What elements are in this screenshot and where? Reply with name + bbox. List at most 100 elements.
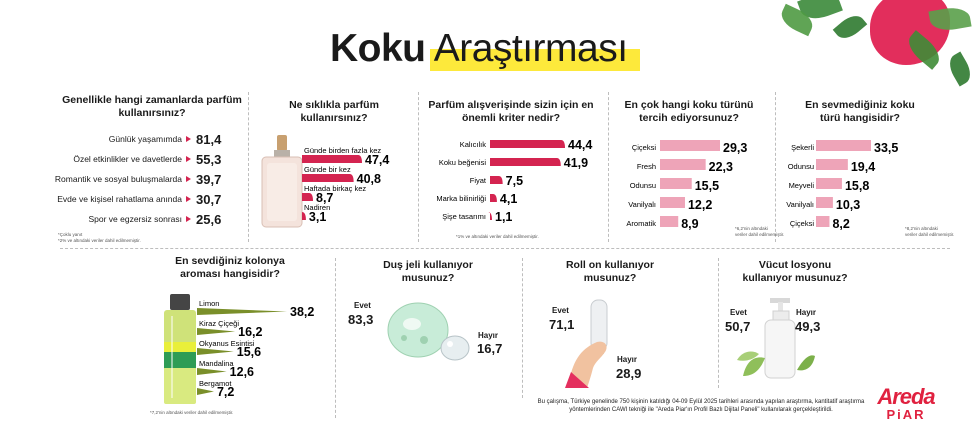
- item-label: Evde ve kişisel rahatlama anında: [57, 194, 182, 204]
- title-rest: Araştırması: [433, 27, 628, 70]
- bar-group: Çiçeksi 29,3: [632, 140, 747, 155]
- bar-label: Fiyat: [470, 176, 487, 185]
- bar-group: Odunsu 19,4: [788, 159, 875, 174]
- panel-question: Genellikle hangi zamanlarda parfüm kulla…: [62, 94, 242, 119]
- no-label: Hayır: [478, 331, 499, 340]
- bar-value: 7,5: [506, 174, 523, 188]
- list-item: Özel etkinlikler ve davetlerde 55,3: [62, 152, 222, 167]
- bar-label: Aromatik: [626, 219, 656, 228]
- bar-value: 41,9: [564, 156, 588, 170]
- perfume-bottle-icon: [261, 135, 303, 228]
- footnote: *8,2'nin altındaki veriler dahil edilmem…: [905, 226, 955, 237]
- bar: [197, 388, 214, 395]
- triangle-icon: [186, 176, 191, 182]
- bar-value: 15,6: [237, 345, 261, 359]
- panel-question: Vücut losyonu kullanıyor musunuz?: [742, 259, 848, 284]
- bar: [660, 140, 720, 151]
- bar-value: 1,1: [495, 210, 512, 224]
- list-item: Günlük yaşamımda 81,4: [62, 132, 222, 147]
- bar-label: Odunsu: [788, 162, 814, 171]
- bar: [816, 140, 871, 151]
- bar-label: Koku beğenisi: [439, 158, 486, 167]
- bar: [816, 197, 833, 208]
- bar-value: 16,2: [238, 325, 262, 339]
- bar-label: Vanilyalı: [628, 200, 656, 209]
- bar: [197, 368, 227, 375]
- bar: [660, 159, 706, 170]
- bar-group: Günde bir kez 40,8: [302, 165, 381, 186]
- bar-value: 33,5: [874, 141, 898, 155]
- yes-label: Evet: [730, 308, 747, 317]
- yes-label: Evet: [552, 306, 569, 315]
- bar-label: Okyanus Esintisi: [199, 339, 255, 348]
- bar-value: 15,5: [695, 179, 719, 193]
- cologne-bottle-icon: [164, 294, 196, 404]
- bar-group: Kalıcılık 44,4: [460, 138, 593, 152]
- bar-value: 22,3: [709, 160, 733, 174]
- bar-label: Mandalina: [199, 359, 234, 368]
- bar: [660, 197, 685, 208]
- bar-value: 44,4: [568, 138, 592, 152]
- triangle-icon: [186, 136, 191, 142]
- methodology-note: Bu çalışma, Türkiye genelinde 750 kişini…: [537, 399, 865, 413]
- divider: [522, 258, 523, 398]
- bar: [490, 194, 497, 202]
- gel-drop-icon: [387, 302, 470, 361]
- chart-preferred-scent: Çiçeksi 29,3 Fresh 22,3 Odunsu 15,5 Vanilyalı 1…: [626, 140, 747, 231]
- bar: [490, 158, 561, 166]
- logo-line2: PiAR: [886, 407, 926, 422]
- bar: [660, 216, 679, 227]
- bar-label: Günde birden fazla kez: [304, 146, 381, 155]
- bar: [301, 212, 306, 220]
- triangle-icon: [186, 196, 191, 202]
- title-highlight: [430, 49, 640, 71]
- bar-group: Limon 38,2: [197, 299, 314, 319]
- bar: [197, 308, 287, 315]
- bar-value: 29,3: [723, 141, 747, 155]
- bar-label: Vanilyalı: [786, 200, 814, 209]
- panel-question: Duş jeli kullanıyor musunuz?: [383, 259, 473, 284]
- bar-value: 40,8: [357, 172, 381, 186]
- bar: [302, 174, 354, 182]
- title-bold: Koku: [330, 27, 426, 70]
- bar-label: Marka bilinirliği: [436, 194, 486, 203]
- bar-label: Fresh: [637, 162, 656, 171]
- no-value: 28,9: [616, 366, 642, 381]
- item-value: 30,7: [196, 192, 222, 207]
- yes-value: 50,7: [725, 319, 751, 334]
- bar-label: Çiçeksi: [790, 219, 815, 228]
- bar-group: Odunsu 15,5: [630, 178, 719, 193]
- panel-question: Parfüm alışverişinde sizin için en öneml…: [428, 99, 594, 124]
- chart-criteria: Kalıcılık 44,4 Koku beğenisi 41,9 Fiyat 7,5 Ma…: [436, 138, 593, 224]
- bar-group: Vanilyalı 10,3: [786, 197, 860, 212]
- bar: [816, 178, 842, 189]
- item-value: 81,4: [196, 132, 222, 147]
- panel-question: Roll on kullanıyor musunuz?: [565, 259, 655, 284]
- bar-group: Meyveli 15,8: [789, 178, 869, 193]
- bar-value: 47,4: [365, 153, 389, 167]
- bar-group: Şekerli 33,5: [791, 140, 898, 155]
- bar-label: Şekerli: [791, 143, 814, 152]
- bar-group: Aromatik 8,9: [626, 216, 699, 231]
- bar: [816, 159, 848, 170]
- bar-label: Kiraz Çiçeği: [199, 319, 239, 328]
- bar-label: Günde bir kez: [304, 165, 351, 174]
- bar: [490, 140, 565, 148]
- item-value: 55,3: [196, 152, 222, 167]
- bar-value: 10,3: [836, 198, 860, 212]
- bar-label: Kalıcılık: [460, 140, 487, 149]
- bar-group: Koku beğenisi 41,9: [439, 156, 588, 170]
- bar: [197, 348, 234, 355]
- bar-value: 8,7: [316, 191, 333, 205]
- bar-value: 7,2: [217, 385, 234, 399]
- bar: [302, 193, 314, 201]
- bar-value: 8,2: [832, 217, 849, 231]
- bar-label: Haftada birkaç kez: [304, 184, 366, 193]
- bar-value: 38,2: [290, 305, 314, 319]
- bar: [197, 328, 236, 335]
- yes-label: Evet: [354, 301, 371, 310]
